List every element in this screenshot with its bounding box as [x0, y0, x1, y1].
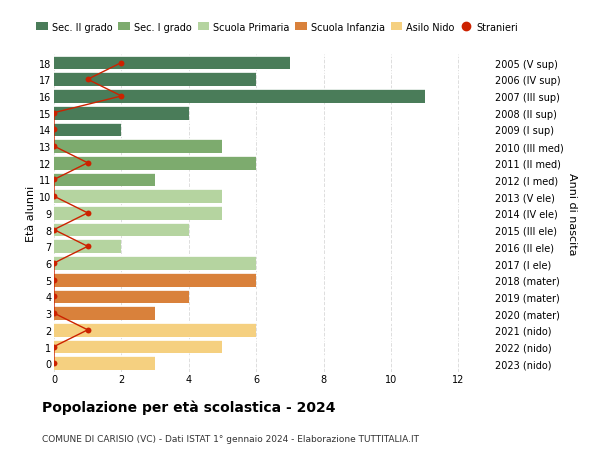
Y-axis label: Anni di nascita: Anni di nascita	[568, 172, 577, 255]
Bar	[54, 290, 189, 303]
Point	[49, 176, 59, 184]
Point	[49, 226, 59, 234]
Point	[116, 93, 126, 101]
Point	[49, 143, 59, 151]
Point	[49, 110, 59, 117]
Bar	[54, 73, 256, 87]
Point	[49, 126, 59, 134]
Point	[49, 360, 59, 367]
Point	[83, 243, 92, 251]
Bar	[54, 273, 256, 287]
Bar	[54, 240, 121, 254]
Point	[83, 210, 92, 217]
Bar	[54, 106, 189, 120]
Bar	[54, 140, 223, 154]
Bar	[54, 340, 223, 353]
Bar	[54, 207, 223, 220]
Legend: Sec. II grado, Sec. I grado, Scuola Primaria, Scuola Infanzia, Asilo Nido, Stran: Sec. II grado, Sec. I grado, Scuola Prim…	[32, 19, 522, 37]
Point	[116, 60, 126, 67]
Point	[49, 310, 59, 317]
Point	[49, 276, 59, 284]
Point	[83, 160, 92, 167]
Bar	[54, 357, 155, 370]
Bar	[54, 323, 256, 337]
Point	[49, 260, 59, 267]
Bar	[54, 157, 256, 170]
Bar	[54, 190, 223, 204]
Bar	[54, 90, 425, 104]
Bar	[54, 307, 155, 320]
Bar	[54, 56, 290, 70]
Bar	[54, 123, 121, 137]
Y-axis label: Età alunni: Età alunni	[26, 185, 36, 241]
Bar	[54, 223, 189, 237]
Point	[83, 326, 92, 334]
Text: COMUNE DI CARISIO (VC) - Dati ISTAT 1° gennaio 2024 - Elaborazione TUTTITALIA.IT: COMUNE DI CARISIO (VC) - Dati ISTAT 1° g…	[42, 434, 419, 443]
Point	[83, 76, 92, 84]
Point	[49, 343, 59, 351]
Bar	[54, 173, 155, 187]
Point	[49, 193, 59, 201]
Point	[49, 293, 59, 301]
Text: Popolazione per età scolastica - 2024: Popolazione per età scolastica - 2024	[42, 399, 335, 414]
Bar	[54, 257, 256, 270]
